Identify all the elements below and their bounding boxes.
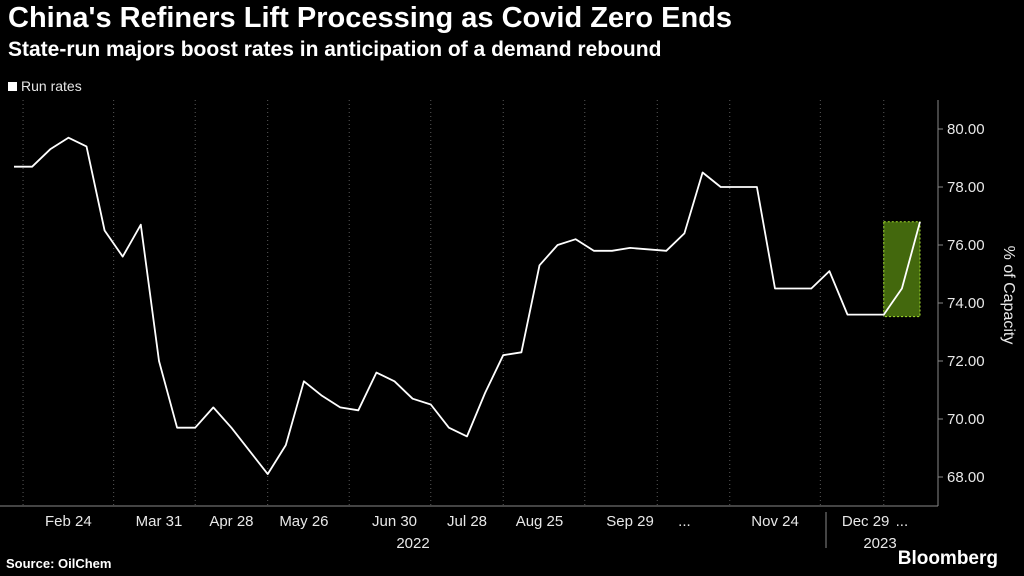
x-tick-label: Jun 30	[372, 513, 417, 530]
year-label: 2022	[396, 535, 429, 552]
x-tick-label: Sep 29	[606, 513, 654, 530]
legend-label: Run rates	[21, 78, 82, 94]
legend-swatch	[8, 81, 17, 91]
source-note: Source: OilChem	[6, 556, 112, 571]
x-tick-label: Feb 24	[45, 513, 92, 530]
x-tick-label: May 26	[279, 513, 328, 530]
bloomberg-logo: Bloomberg	[897, 548, 998, 569]
y-tick-label: 68.00	[947, 469, 985, 486]
y-tick-label: 76.00	[947, 237, 985, 254]
y-tick-label: 78.00	[947, 179, 985, 196]
x-tick-label: Aug 25	[516, 513, 564, 530]
year-label: 2023	[863, 535, 896, 552]
highlight-box	[883, 221, 921, 318]
legend: Run rates	[8, 78, 82, 94]
y-tick-label: 80.00	[947, 121, 985, 138]
x-tick-label: ...	[678, 513, 691, 530]
x-tick-label: Dec 29	[842, 513, 890, 530]
y-axis-label: % of Capacity	[1000, 246, 1017, 345]
run-rates-line	[14, 136, 921, 476]
x-tick-label: ...	[896, 513, 909, 530]
y-tick-label: 72.00	[947, 353, 985, 370]
y-tick-label: 70.00	[947, 411, 985, 428]
chart-title: China's Refiners Lift Processing as Covi…	[8, 2, 733, 34]
x-tick-label: Jul 28	[447, 513, 487, 530]
chart-subtitle: State-run majors boost rates in anticipa…	[8, 38, 662, 61]
x-tick-label: Nov 24	[751, 513, 799, 530]
x-tick-label: Apr 28	[209, 513, 253, 530]
x-tick-label: Mar 31	[136, 513, 183, 530]
y-tick-label: 74.00	[947, 295, 985, 312]
